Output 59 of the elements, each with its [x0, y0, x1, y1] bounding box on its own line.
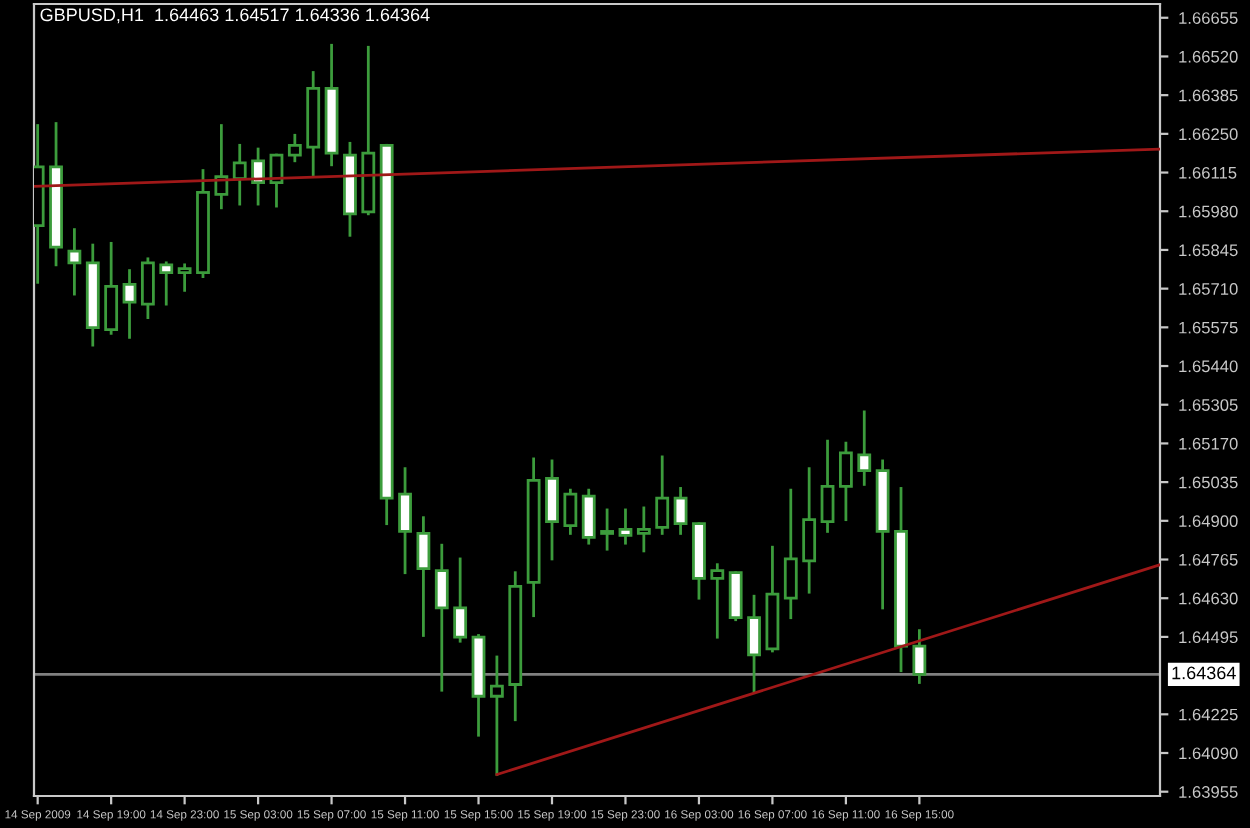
- y-tick-label: 1.65170: [1179, 437, 1238, 450]
- candlestick: [802, 467, 817, 594]
- y-tick-label: 1.64900: [1179, 515, 1238, 528]
- candlestick: [710, 563, 725, 639]
- y-tick-label: 1.65440: [1179, 360, 1238, 373]
- y-tick-label: 1.66520: [1179, 50, 1238, 63]
- candlestick: [508, 571, 523, 722]
- candlestick: [85, 243, 100, 347]
- y-tick-label: 1.66115: [1179, 166, 1237, 179]
- candlestick: [214, 124, 229, 210]
- candlestick: [894, 487, 908, 673]
- candlestick: [783, 488, 798, 620]
- chart-title: GBPUSD,H1 1.64463 1.64517 1.64336 1.64364: [40, 8, 430, 24]
- candlestick: [122, 269, 137, 339]
- y-tick-label: 1.65845: [1179, 244, 1238, 257]
- y-tick-label: 1.66655: [1179, 12, 1238, 24]
- y-tick-label: 1.64225: [1179, 708, 1238, 721]
- y-tick-label: 1.65980: [1179, 205, 1238, 218]
- candlestick: [875, 459, 890, 610]
- candlestick: [655, 455, 670, 535]
- y-tick-label: 1.64630: [1179, 592, 1238, 605]
- candlestick: [912, 629, 927, 684]
- y-tick-label: 1.65710: [1179, 283, 1238, 295]
- candlestick: [563, 488, 578, 535]
- y-tick-label: 1.64765: [1179, 553, 1238, 566]
- y-tick-label: 1.63955: [1179, 786, 1238, 798]
- candlestick: [453, 557, 468, 643]
- candlestick: [618, 508, 633, 545]
- candlestick: [306, 71, 321, 176]
- candlestick: [526, 457, 541, 618]
- candlestick: [324, 43, 339, 167]
- candlestick: [434, 543, 449, 692]
- y-tick-label: 1.66385: [1179, 89, 1238, 102]
- y-tick-label: 1.65575: [1179, 321, 1238, 334]
- candlestick: [636, 506, 651, 553]
- y-tick-label: 1.64090: [1179, 747, 1238, 760]
- candlestick: [489, 655, 504, 776]
- candlestick: [765, 545, 780, 653]
- candlestick: [140, 257, 155, 319]
- candlestick: [581, 488, 596, 545]
- candlestick: [159, 261, 174, 306]
- candlestick: [857, 410, 872, 486]
- candlestick: [398, 467, 412, 575]
- y-tick-label: 1.65305: [1179, 399, 1238, 411]
- candlestick: [416, 516, 431, 637]
- candlestick: [67, 228, 82, 296]
- candlestick: [471, 634, 486, 737]
- y-tick-label: 1.64495: [1179, 631, 1238, 644]
- candlestick: [820, 439, 835, 533]
- candlestick: [177, 263, 192, 292]
- candlestick: [232, 143, 247, 206]
- y-tick-label: 1.65035: [1179, 476, 1238, 489]
- candlestick: [747, 594, 761, 694]
- candlestick: [361, 45, 376, 216]
- ref-line-label: 1.64364: [1172, 666, 1236, 680]
- y-tick-label: 1.66250: [1179, 128, 1238, 141]
- candlestick: [287, 133, 302, 163]
- candlestick: [673, 487, 688, 535]
- candlestick: [104, 241, 119, 335]
